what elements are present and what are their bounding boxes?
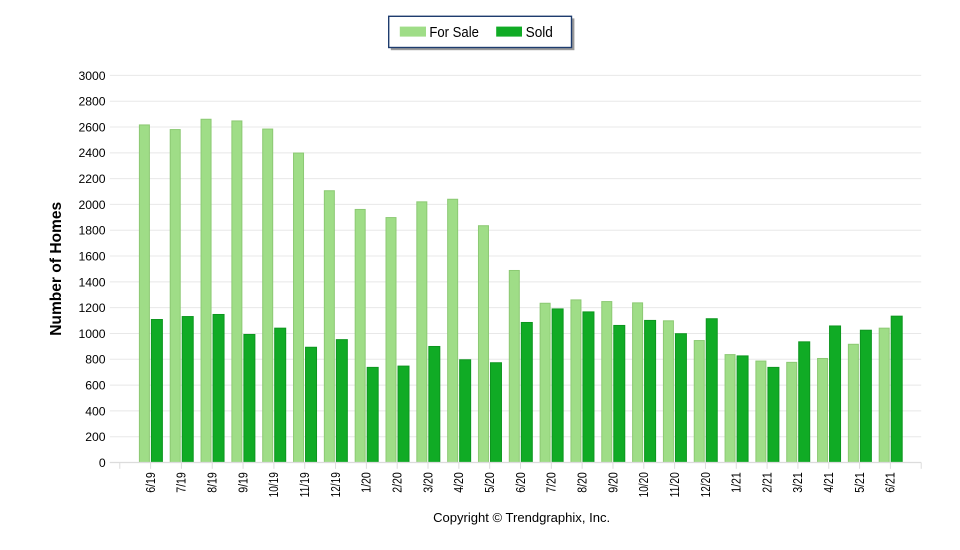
svg-text:12/20: 12/20 [699, 472, 713, 497]
svg-text:1/20: 1/20 [360, 472, 374, 493]
svg-text:6/19: 6/19 [144, 472, 158, 493]
svg-text:3000: 3000 [78, 69, 105, 83]
svg-text:2600: 2600 [78, 120, 105, 134]
svg-text:6/21: 6/21 [884, 472, 898, 493]
svg-text:800: 800 [85, 353, 106, 367]
svg-text:2000: 2000 [78, 198, 105, 212]
svg-text:1/21: 1/21 [730, 472, 744, 493]
svg-text:For Sale: For Sale [429, 25, 479, 41]
svg-text:Sold: Sold [526, 25, 553, 41]
svg-text:3/21: 3/21 [791, 472, 805, 493]
svg-text:2/20: 2/20 [391, 472, 405, 493]
svg-text:5/20: 5/20 [483, 472, 497, 493]
svg-text:10/20: 10/20 [637, 472, 651, 497]
svg-text:10/19: 10/19 [267, 472, 281, 497]
svg-text:2800: 2800 [78, 95, 105, 109]
svg-text:6/20: 6/20 [514, 472, 528, 493]
svg-text:9/19: 9/19 [236, 472, 250, 493]
svg-text:1800: 1800 [78, 224, 105, 238]
svg-text:2200: 2200 [78, 172, 105, 186]
svg-text:400: 400 [85, 404, 106, 418]
svg-text:7/19: 7/19 [175, 472, 189, 493]
svg-text:11/19: 11/19 [298, 472, 312, 497]
svg-text:1200: 1200 [78, 301, 105, 315]
svg-text:12/19: 12/19 [329, 472, 343, 497]
svg-text:1600: 1600 [78, 249, 105, 263]
svg-text:8/19: 8/19 [206, 472, 220, 493]
svg-text:8/20: 8/20 [575, 472, 589, 493]
svg-text:4/20: 4/20 [452, 472, 466, 493]
svg-text:4/21: 4/21 [822, 472, 836, 493]
svg-text:9/20: 9/20 [606, 472, 620, 493]
svg-text:Number of Homes: Number of Homes [48, 202, 65, 336]
svg-text:0: 0 [99, 456, 106, 470]
svg-text:11/20: 11/20 [668, 472, 682, 497]
svg-text:2400: 2400 [78, 146, 105, 160]
svg-text:5/21: 5/21 [853, 472, 867, 493]
svg-text:1000: 1000 [78, 327, 105, 341]
svg-text:200: 200 [85, 430, 106, 444]
svg-text:1400: 1400 [78, 275, 105, 289]
svg-text:600: 600 [85, 378, 106, 392]
svg-text:3/20: 3/20 [421, 472, 435, 493]
svg-text:Copyright © Trendgraphix, Inc.: Copyright © Trendgraphix, Inc. [433, 510, 610, 525]
svg-text:2/21: 2/21 [760, 472, 774, 493]
svg-text:7/20: 7/20 [545, 472, 559, 493]
